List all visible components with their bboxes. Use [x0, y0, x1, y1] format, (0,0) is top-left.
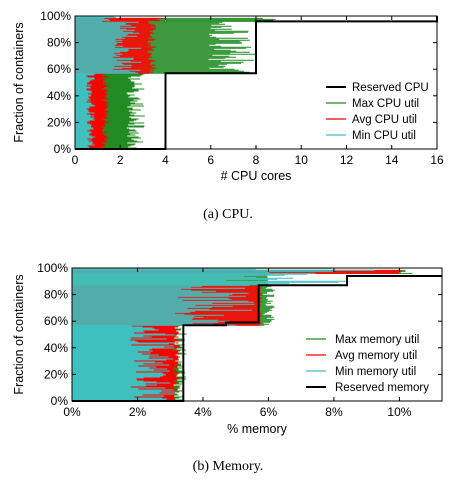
cpu-x-tick-label: 14 — [385, 153, 399, 167]
memory-caption: (b) Memory. — [193, 459, 264, 474]
cpu-y-tick-label: 20% — [47, 115, 71, 129]
cpu-y-tick-label: 100% — [40, 9, 71, 23]
memory-x-tick-label: 2% — [129, 405, 147, 419]
memory-y-tick-label: 60% — [44, 314, 68, 328]
memory-x-tick-label: 0% — [63, 405, 81, 419]
cpu-x-axis-label: # CPU cores — [221, 169, 292, 183]
cpu-legend-label-avg: Avg CPU util — [352, 114, 417, 126]
memory-legend-label-reserved: Reserved memory — [335, 382, 429, 394]
memory-y-tick-label: 0% — [51, 394, 69, 408]
memory-y-axis-label: Fraction of containers — [12, 274, 26, 394]
cpu-x-tick-label: 16 — [430, 153, 444, 167]
memory-y-tick-label: 100% — [37, 261, 68, 275]
cpu-plot-frame — [74, 15, 438, 150]
cpu-y-tick-label: 80% — [47, 36, 71, 50]
cpu-x-tick-label: 0 — [72, 153, 79, 167]
cpu-x-tick-label: 4 — [162, 153, 169, 167]
memory-legend-label-min: Min memory util — [335, 366, 416, 378]
memory-plot-frame — [71, 267, 443, 402]
memory-legend-frame — [299, 331, 437, 396]
memory-series-reserved — [72, 274, 442, 402]
cpu-legend-label-min: Min CPU util — [352, 130, 416, 142]
cpu-legend: Reserved CPU Max CPU util Avg CPU util M… — [318, 80, 431, 143]
cpu-y-tick-label: 40% — [47, 89, 71, 103]
cpu-legend-frame — [318, 80, 431, 143]
cpu-legend-label-reserved: Reserved CPU — [352, 82, 429, 94]
memory-series-min — [72, 267, 375, 402]
memory-legend: Max memory util Avg memory util Min memo… — [299, 331, 437, 396]
memory-legend-label-max: Max memory util — [335, 334, 419, 346]
memory-legend-label-avg: Avg memory util — [335, 350, 417, 362]
memory-x-tick-label: 10% — [387, 405, 411, 419]
cpu-x-tick-label: 12 — [340, 153, 354, 167]
cpu-y-tick-label: 60% — [47, 62, 71, 76]
memory-x-tick-label: 4% — [194, 405, 212, 419]
cpu-legend-label-max: Max CPU util — [352, 98, 419, 110]
cpu-caption: (a) CPU. — [203, 207, 253, 222]
memory-y-tick-label: 40% — [44, 341, 68, 355]
memory-y-tick-label: 20% — [44, 367, 68, 381]
cpu-chart: 0% 20% 40% 60% 80% 100% 0 2 4 6 8 10 12 14 16 Fractio… — [12, 9, 444, 222]
memory-chart: 0% 20% 40% 60% 80% 100% 0% 2% 4% 6% 8% 10% Fractio… — [12, 261, 443, 474]
memory-x-tick-label: 8% — [325, 405, 343, 419]
cpu-series-min — [75, 15, 142, 150]
cpu-x-tick-label: 10 — [295, 153, 309, 167]
cpu-x-tick-label: 6 — [207, 153, 214, 167]
memory-x-axis-label: % memory — [227, 422, 287, 436]
cpu-x-tick-label: 8 — [253, 153, 260, 167]
cpu-x-tick-label: 2 — [117, 153, 124, 167]
cpu-y-tick-label: 0% — [54, 142, 72, 156]
memory-x-tick-label: 6% — [260, 405, 278, 419]
cpu-y-axis-label: Fraction of containers — [12, 22, 26, 142]
memory-y-tick-label: 80% — [44, 288, 68, 302]
